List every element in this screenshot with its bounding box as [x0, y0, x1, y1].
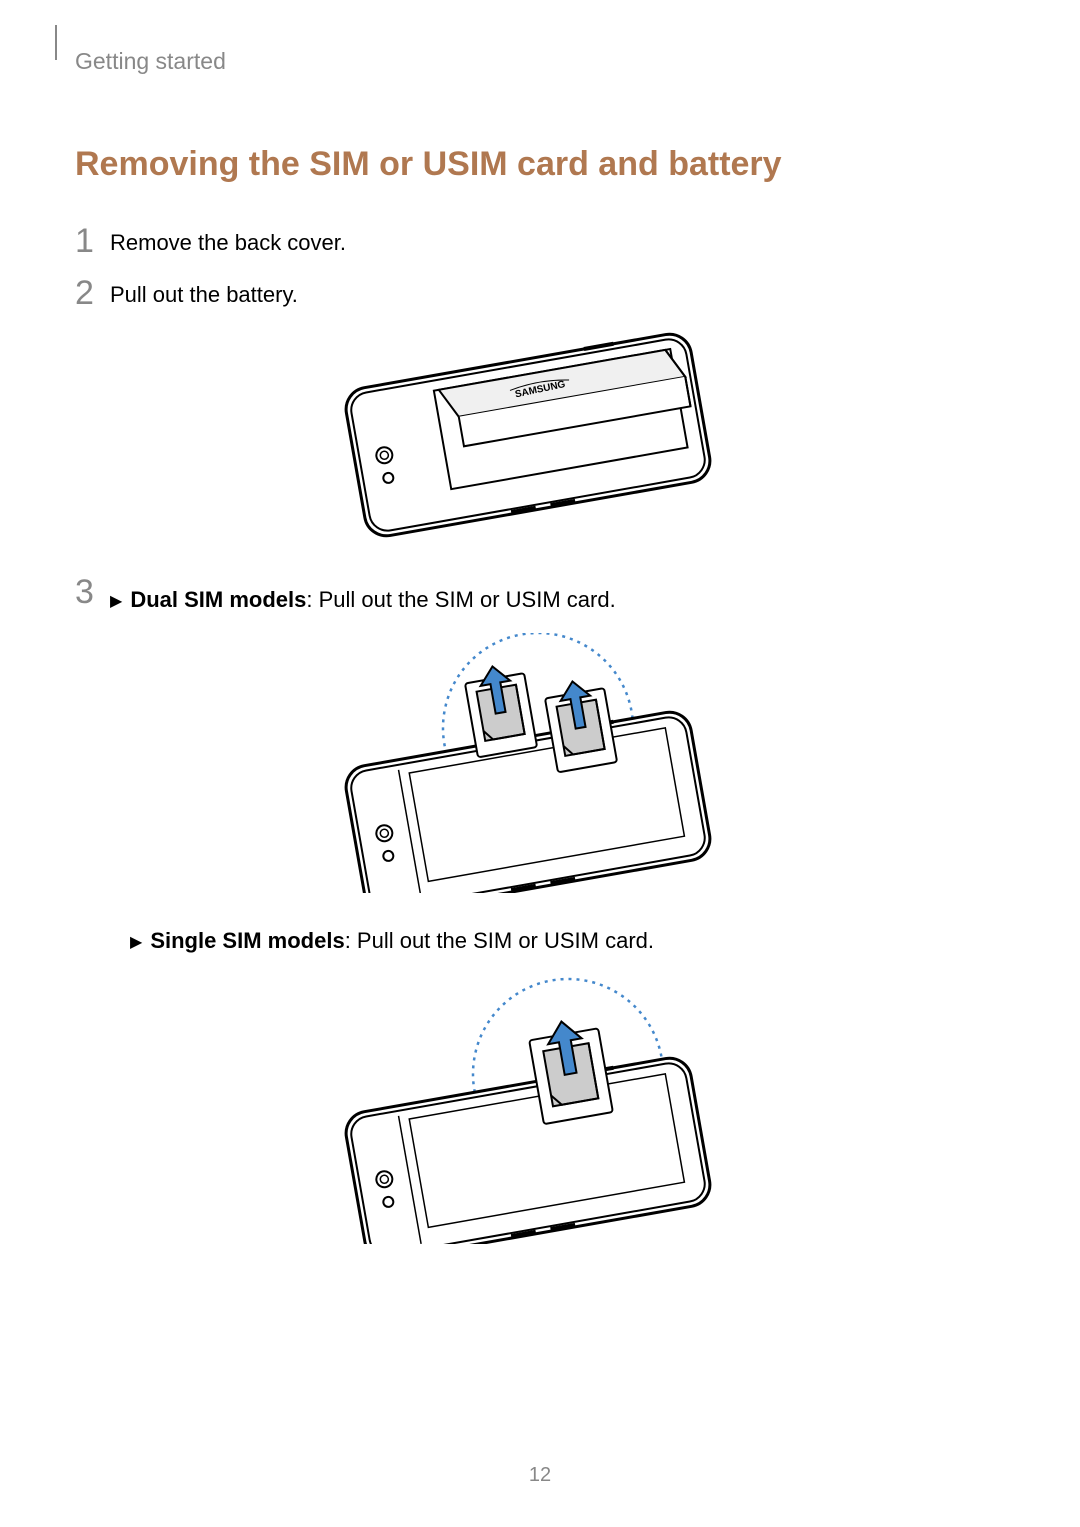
step-3-bullet-a: ▶ Dual SIM models: Pull out the SIM or U…: [110, 581, 1000, 613]
step-3-bullet-b: ▶ Single SIM models: Pull out the SIM or…: [130, 928, 1000, 954]
triangle-bullet-icon: ▶: [110, 587, 122, 611]
step-number: 2: [75, 276, 110, 310]
dual-sim-removal-diagram: [55, 633, 1000, 898]
bold-label: Single SIM models: [150, 928, 344, 953]
step-text: Pull out the battery.: [110, 276, 1000, 308]
step-text: Remove the back cover.: [110, 224, 1000, 256]
step-1: 1 Remove the back cover.: [55, 224, 1000, 258]
section-title: Removing the SIM or USIM card and batter…: [55, 145, 1000, 184]
page-header: Getting started: [55, 40, 1000, 75]
bold-label: Dual SIM models: [130, 587, 306, 612]
page-number: 12: [0, 1464, 1080, 1487]
step-number: 3: [75, 575, 110, 609]
bullet-text: : Pull out the SIM or USIM card.: [345, 928, 654, 953]
triangle-bullet-icon: ▶: [130, 928, 142, 952]
step-2: 2 Pull out the battery.: [55, 276, 1000, 310]
bullet-text: : Pull out the SIM or USIM card.: [306, 587, 615, 612]
step-3: 3 ▶ Dual SIM models: Pull out the SIM or…: [55, 575, 1000, 613]
single-sim-removal-diagram: [55, 974, 1000, 1249]
battery-removal-diagram: SAMSUNG: [55, 330, 1000, 545]
step-number: 1: [75, 224, 110, 258]
